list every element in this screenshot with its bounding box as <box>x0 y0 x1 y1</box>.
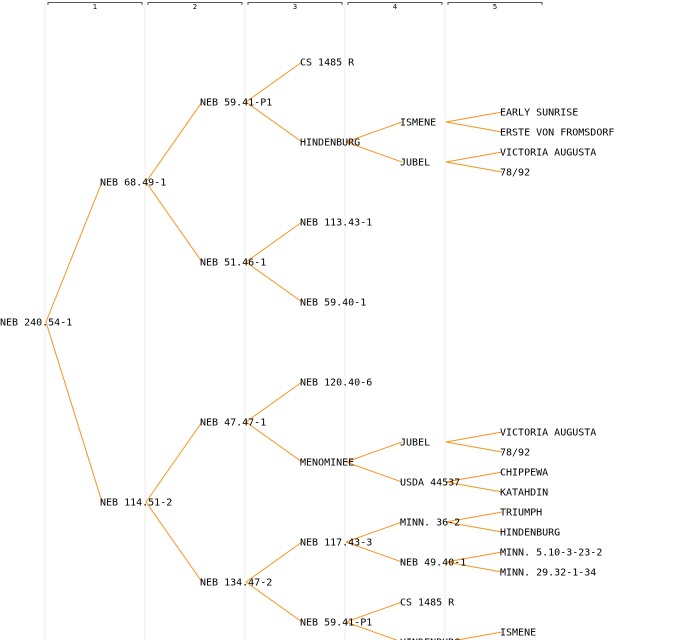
pedigree-node[interactable]: JUBEL <box>400 438 430 449</box>
pedigree-node[interactable]: CHIPPEWA <box>500 468 548 479</box>
pedigree-node[interactable]: NEB 68.49-1 <box>100 178 166 189</box>
pedigree-node[interactable]: HINDENBURG <box>500 528 560 539</box>
connector-line <box>454 631 503 640</box>
pedigree-node[interactable]: NEB 117.43-3 <box>300 538 372 549</box>
pedigree-node[interactable]: HINDENBURG <box>400 638 460 640</box>
connector-line <box>445 441 503 453</box>
pedigree-node[interactable]: NEB 59.41-P1 <box>200 98 272 109</box>
generation-number: 4 <box>393 3 398 11</box>
pedigree-node[interactable]: ISMENE <box>500 628 536 639</box>
connector-line <box>245 541 303 583</box>
generation-header-2: 2 <box>147 2 243 11</box>
generation-number: 5 <box>493 3 497 11</box>
connector-line <box>245 221 303 263</box>
connector-line <box>345 521 403 543</box>
connector-line <box>345 141 403 163</box>
connector-line <box>345 541 403 563</box>
connector-line <box>245 101 303 143</box>
connector-line <box>145 101 203 183</box>
generation-header-4: 4 <box>347 2 443 11</box>
connector-line <box>345 461 403 483</box>
generation-number: 3 <box>293 3 297 11</box>
connector-line <box>445 111 503 123</box>
connector-line <box>145 181 203 263</box>
node-labels: NEB 240.54-1 NEB 68.49-1 NEB 59.41-P1 CS 14… <box>0 58 614 640</box>
connector-line <box>445 471 503 483</box>
pedigree-node[interactable]: NEB 113.43-1 <box>300 218 372 229</box>
pedigree-node[interactable]: CS 1485 R <box>300 58 355 69</box>
generation-number: 2 <box>193 3 197 11</box>
connector-line <box>245 261 303 303</box>
generation-header-1: 1 <box>47 2 143 11</box>
pedigree-node[interactable]: HINDENBURG <box>300 138 360 149</box>
pedigree-node[interactable]: NEB 59.40-1 <box>300 298 366 309</box>
connector-line <box>445 521 503 533</box>
pedigree-node[interactable]: 78/92 <box>500 168 530 179</box>
pedigree-node[interactable]: MENOMINEE <box>300 458 354 469</box>
pedigree-node[interactable]: EARLY SUNRISE <box>500 108 578 119</box>
generation-header-5: 5 <box>447 2 543 11</box>
pedigree-node[interactable]: NEB 120.40-6 <box>300 378 372 389</box>
pedigree-node[interactable]: NEB 47.47-1 <box>200 418 266 429</box>
connector-line <box>445 161 503 173</box>
connector-line <box>345 441 403 463</box>
pedigree-node[interactable]: USDA 44537 <box>400 478 460 489</box>
pedigree-node[interactable]: MINN. 5.10-3-23-2 <box>500 548 602 559</box>
pedigree-node[interactable]: JUBEL <box>400 158 430 169</box>
pedigree-node[interactable]: NEB 59.41-P1 <box>300 618 372 629</box>
pedigree-node[interactable]: ISMENE <box>400 118 436 129</box>
connector-line <box>445 121 503 133</box>
generation-number: 1 <box>93 3 97 11</box>
pedigree-node[interactable]: NEB 51.46-1 <box>200 258 266 269</box>
connector-line <box>45 181 103 323</box>
connector-line <box>445 561 503 573</box>
connector-line <box>345 121 403 143</box>
pedigree-node[interactable]: VICTORIA AUGUSTA <box>500 148 596 159</box>
pedigree-node[interactable]: NEB 240.54-1 <box>0 318 72 329</box>
pedigree-node[interactable]: TRIUMPH <box>500 508 542 519</box>
connector-line <box>145 421 203 503</box>
connector-line <box>445 151 503 163</box>
pedigree-node[interactable]: NEB 134.47-2 <box>200 578 272 589</box>
connector-line <box>345 601 403 623</box>
connector-line <box>245 421 303 463</box>
pedigree-node[interactable]: MINN. 36-2 <box>400 518 460 529</box>
pedigree-node[interactable]: NEB 49.40-1 <box>400 558 466 569</box>
connector-line <box>145 501 203 583</box>
generation-header-3: 3 <box>247 2 343 11</box>
pedigree-node[interactable]: CS 1485 R <box>400 598 455 609</box>
pedigree-node[interactable]: VICTORIA AUGUSTA <box>500 428 596 439</box>
connector-line <box>445 431 503 443</box>
connector-line <box>245 381 303 423</box>
connector-line <box>345 621 398 640</box>
connector-line <box>445 551 503 563</box>
connector-line <box>245 61 303 103</box>
connector-line <box>445 481 503 493</box>
connector-lines <box>45 61 503 640</box>
connector-line <box>45 321 103 503</box>
pedigree-node[interactable]: KATAHDIN <box>500 488 548 499</box>
pedigree-node[interactable]: 78/92 <box>500 448 530 459</box>
pedigree-node[interactable]: NEB 114.51-2 <box>100 498 172 509</box>
connector-line <box>445 511 503 523</box>
pedigree-node[interactable]: ERSTE VON FROMSDORF <box>500 128 614 139</box>
generation-guides: 1 2 3 4 5 <box>44 2 543 640</box>
connector-line <box>245 581 303 623</box>
pedigree-node[interactable]: MINN. 29.32-1-34 <box>500 568 596 579</box>
